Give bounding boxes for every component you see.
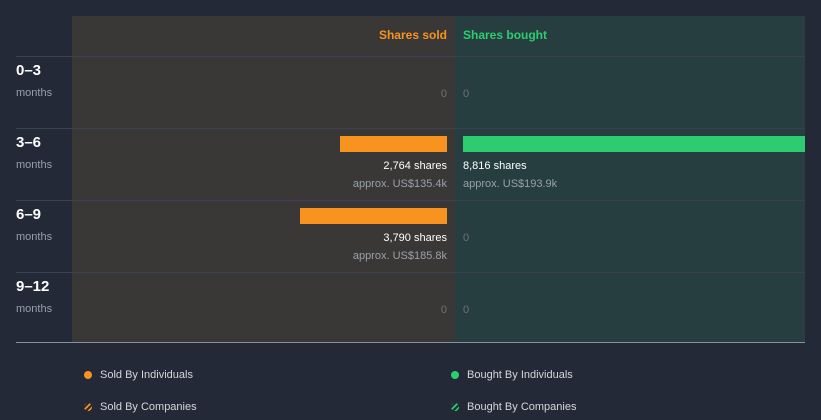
row-unit: months (16, 231, 53, 243)
legend-bought-individuals-marker (451, 371, 459, 379)
chart-baseline (16, 342, 805, 343)
row-unit: months (16, 87, 53, 99)
legend-sold-individuals-marker (84, 371, 92, 379)
bought-header: Shares bought (463, 28, 548, 42)
legend-sold-companies: Sold By Companies (100, 401, 197, 413)
sold-panel (72, 16, 455, 342)
legend-sold-individuals: Sold By Individuals (100, 369, 193, 381)
legend-bought-companies-marker (451, 403, 459, 411)
legend-sold-companies-marker (84, 403, 92, 411)
row-divider (16, 272, 805, 273)
row-unit: months (16, 303, 53, 315)
sold-value-label: 0 (440, 88, 447, 100)
legend-bought-individuals: Bought By Individuals (467, 369, 573, 381)
row-divider (16, 200, 805, 201)
sold-value-label: 3,790 shares (383, 232, 447, 244)
sold-header: Shares sold (378, 28, 447, 42)
sold-bar (340, 136, 447, 152)
sold-value-label: 2,764 shares (383, 160, 447, 172)
row-label-3-6: 3–6 (16, 134, 42, 151)
sold-approx-label: approx. US$185.8k (352, 250, 447, 262)
row-divider (16, 56, 805, 57)
bought-value-label: 0 (463, 232, 470, 244)
bought-bar (463, 136, 805, 152)
bought-value-label: 0 (463, 88, 470, 100)
row-label-6-9: 6–9 (16, 206, 42, 223)
bought-panel (455, 16, 805, 342)
row-label-0-3: 0–3 (16, 62, 42, 79)
row-divider (16, 128, 805, 129)
sold-bar (300, 208, 447, 224)
bought-value-label: 8,816 shares (463, 160, 527, 172)
bought-value-label: 0 (463, 304, 470, 316)
sold-approx-label: approx. US$135.4k (352, 178, 447, 190)
legend-bought-companies: Bought By Companies (467, 401, 577, 413)
row-label-9-12: 9–12 (16, 278, 50, 295)
row-unit: months (16, 159, 53, 171)
bought-approx-label: approx. US$193.9k (463, 178, 558, 190)
sold-value-label: 0 (440, 304, 447, 316)
